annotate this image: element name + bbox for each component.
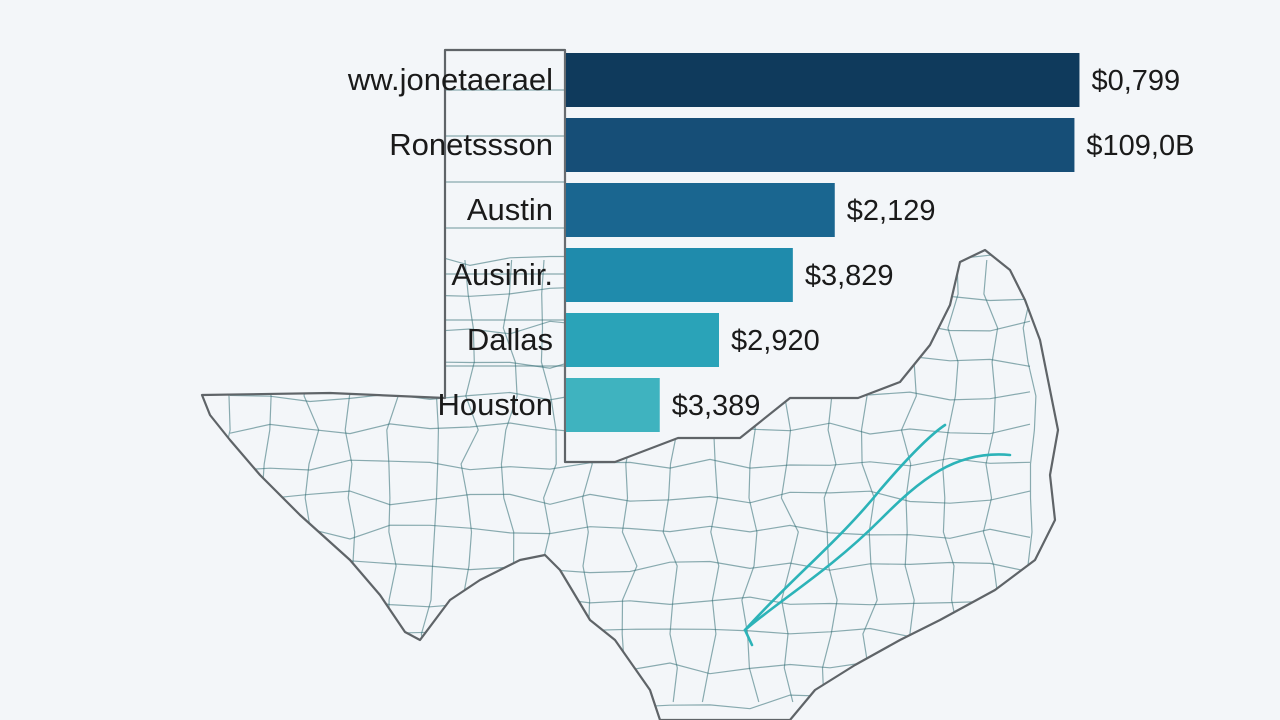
county-border <box>229 524 1031 540</box>
bar <box>566 313 720 367</box>
value-labels: $0,799 $109,0B $2,129 $3,829 $2,920 $3,389 <box>672 65 1195 422</box>
value-label: $3,829 <box>805 260 894 292</box>
value-label: $109,0B <box>1086 130 1194 162</box>
highway-routes <box>743 423 1012 647</box>
value-label: $3,389 <box>672 390 761 422</box>
bars <box>566 53 1080 432</box>
route-line <box>743 423 947 632</box>
county-border <box>229 490 1031 506</box>
category-labels: ww.jonetaerael Ronetssson Austin Ausinir. Da… <box>347 62 553 422</box>
value-label: $2,920 <box>731 325 820 357</box>
category-label: ww.jonetaerael <box>347 62 553 97</box>
bar <box>566 53 1080 107</box>
route-line <box>743 453 1012 632</box>
bar <box>566 378 660 432</box>
county-border <box>229 457 1031 472</box>
route-line <box>743 628 754 647</box>
value-label: $0,799 <box>1091 65 1180 97</box>
category-label: Houston <box>438 387 553 422</box>
texas-outline <box>200 48 1060 720</box>
county-border <box>229 558 1031 574</box>
category-label: Austin <box>467 192 553 227</box>
category-label: Ausinir. <box>451 257 553 292</box>
bar <box>566 118 1075 172</box>
value-label: $2,129 <box>847 195 936 227</box>
category-label: Ronetssson <box>389 127 553 162</box>
category-label: Dallas <box>467 322 553 357</box>
bar <box>566 248 793 302</box>
bar <box>566 183 835 237</box>
